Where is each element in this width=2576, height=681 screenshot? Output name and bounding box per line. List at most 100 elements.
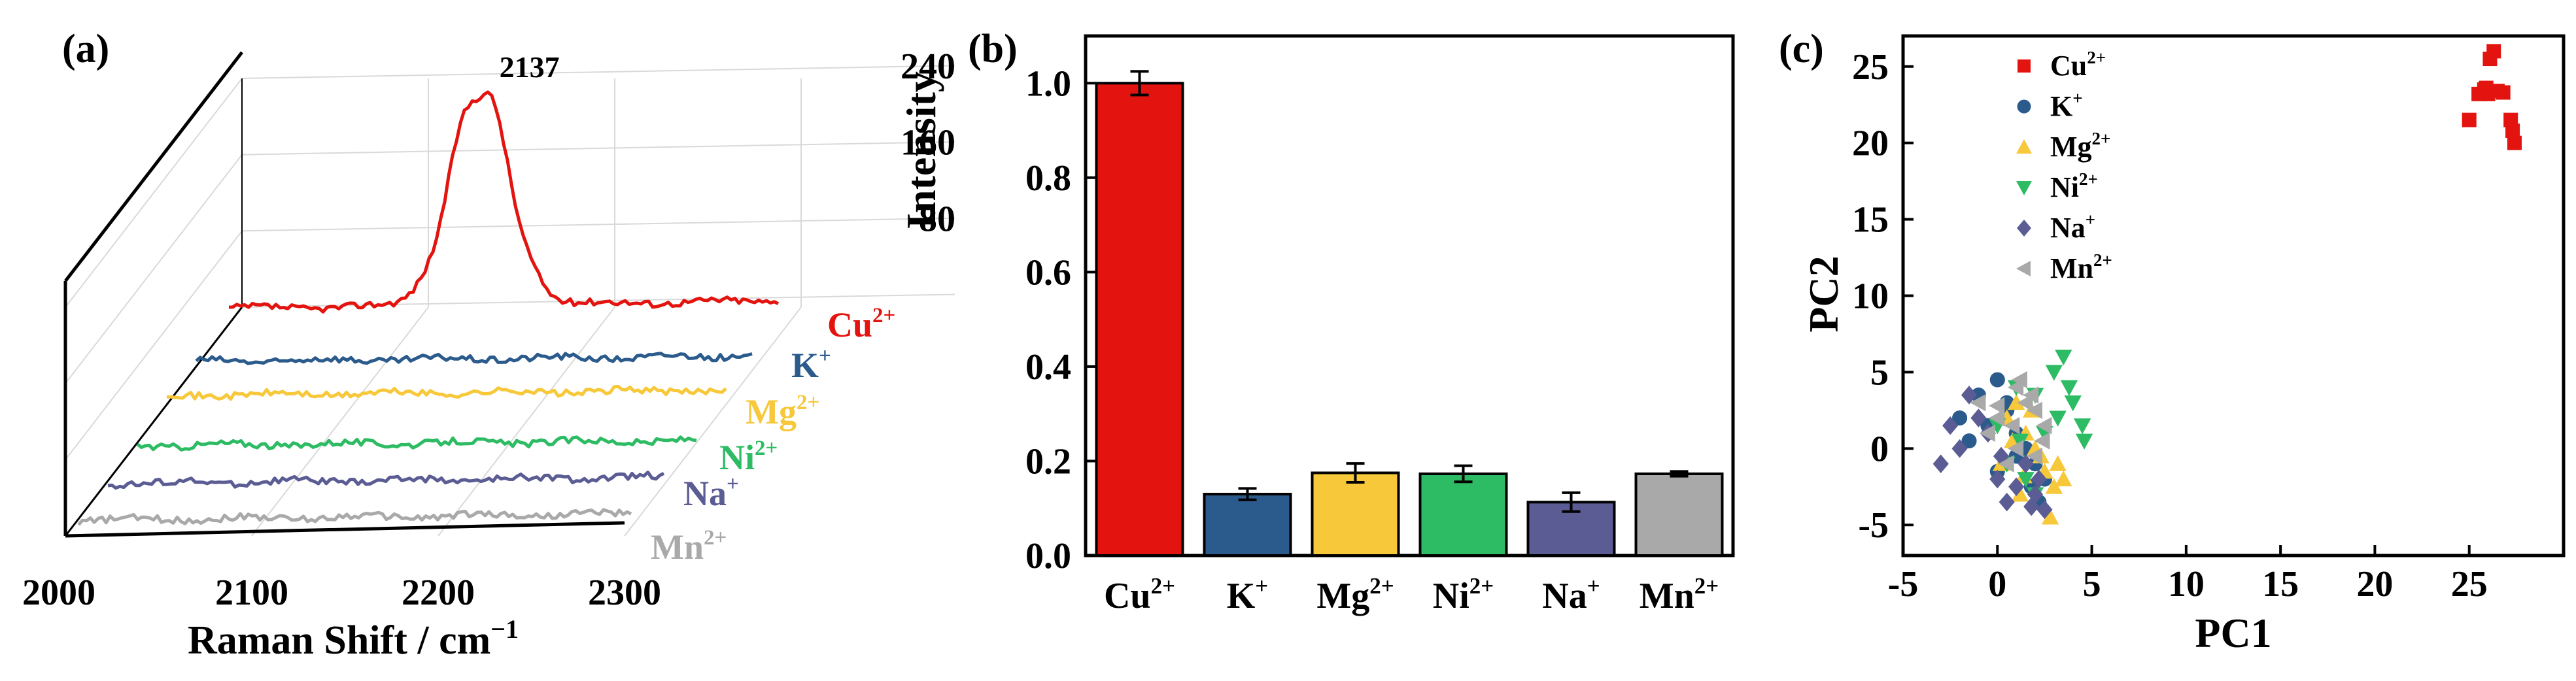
point-mn (2026, 401, 2042, 420)
point-mn (1989, 409, 2005, 427)
x-tick-label-k: K+ (1227, 573, 1269, 616)
legend-marker-na (2017, 220, 2031, 237)
x-tick-label: 25 (2451, 564, 2488, 605)
point-mn (1998, 455, 2014, 473)
x-tick-label-na: Na+ (1542, 573, 1600, 616)
legend-marker-cu (2018, 59, 2031, 73)
point-na (1932, 454, 1949, 474)
legend-label-mn: Mn2+ (2050, 250, 2112, 284)
x-tick-label: 2000 (22, 573, 95, 613)
series-label-mg: Mg2+ (746, 391, 819, 431)
point-mn (2036, 417, 2052, 435)
point-na (2023, 497, 2040, 516)
bar-cu (1095, 82, 1184, 557)
legend-label-cu: Cu2+ (2050, 48, 2106, 82)
point-cu (2507, 135, 2522, 150)
legend-label-na: Na+ (2050, 210, 2095, 244)
back-grid-h (241, 217, 972, 232)
point-mn (1970, 393, 1986, 412)
floor-grid (438, 307, 615, 537)
bar-chart-svg: 0.0 0.2 0.4 0.6 0.8 1.0 Cu2+ K+ Mg2+ Ni2+ Na+ Mn2+ (… (968, 27, 1735, 616)
point-mn (1989, 397, 2005, 415)
back-grid-h (241, 141, 972, 156)
plot-frame (1084, 34, 1735, 557)
y-tick-label: 15 (1852, 200, 1889, 241)
y-tick-label: 20 (1852, 124, 1889, 164)
bar-ni (1418, 472, 1508, 557)
point-ni (2055, 350, 2072, 366)
point-mn (2011, 371, 2027, 389)
point-mn (2007, 440, 2024, 457)
point-ni (2049, 410, 2067, 427)
legend-marker-mn (2016, 261, 2031, 276)
panel-label-c: (c) (1779, 27, 1824, 71)
series-label-cu: Cu2+ (827, 304, 895, 344)
x-tick-label-ni: Ni2+ (1433, 573, 1494, 616)
panel-b-bar-chart: 0.0 0.2 0.4 0.6 0.8 1.0 Cu2+ K+ Mg2+ Ni2+ Na+ Mn2+ (… (955, 0, 1753, 678)
bar-mn (1634, 472, 1724, 557)
series-line-ni (136, 435, 697, 452)
point-na (1989, 469, 2006, 489)
point-na (1993, 446, 2010, 466)
legend-marker-mg (2016, 139, 2032, 154)
x-tick-label: 2300 (588, 573, 661, 613)
x-tick-label-cu: Cu2+ (1104, 573, 1175, 616)
point-mg (2041, 508, 2059, 525)
y-tick-label: 0.0 (1025, 536, 1071, 576)
point-cu (2496, 85, 2511, 100)
point-cu (2479, 80, 2494, 95)
legend-label-mg: Mg2+ (2050, 129, 2110, 163)
y-tick-label: 10 (1852, 276, 1889, 317)
point-ni (2060, 380, 2078, 396)
side-grid-h (65, 230, 243, 460)
point-mn (2026, 447, 2042, 465)
series-line-mn (77, 508, 632, 526)
y-tick-label: 0.8 (1025, 158, 1071, 199)
point-ni (2011, 433, 2029, 450)
point-mg (2049, 455, 2067, 471)
legend-marker-k (2017, 99, 2031, 114)
point-na (2031, 469, 2047, 489)
point-mn (2004, 417, 2020, 435)
point-na (1961, 386, 1978, 405)
point-k (1961, 433, 1977, 449)
series-line-k (195, 352, 753, 365)
panel-label-b: (b) (968, 27, 1018, 71)
point-ni (2064, 395, 2082, 412)
point-na (2036, 500, 2053, 520)
point-mn (1979, 424, 1995, 442)
x-tick-label-mg: Mg2+ (1316, 573, 1394, 616)
point-mn (2023, 386, 2039, 404)
y-tick-label: 0.6 (1025, 252, 1071, 293)
point-ni (2017, 472, 2035, 488)
x-tick-label: 2100 (215, 573, 288, 613)
series-line-mg (167, 384, 727, 401)
floor-grid (251, 307, 429, 537)
point-na (1942, 416, 1959, 435)
point-na (1970, 408, 1987, 427)
y-tick-label: 5 (1870, 352, 1889, 393)
peak-label: 2137 (500, 50, 560, 84)
legend-marker-ni (2016, 181, 2032, 195)
y-tick-label: 0.2 (1025, 441, 1071, 482)
y-tick-label: 0.4 (1025, 347, 1071, 388)
point-mn (2034, 432, 2050, 450)
y-tick-label: 1.0 (1025, 63, 1071, 104)
back-grid-h (241, 65, 972, 79)
point-k (1952, 410, 1968, 426)
x-axis-label: PC1 (2195, 610, 2271, 656)
waterfall-series (77, 90, 780, 526)
y-tick-label: 25 (1852, 47, 1889, 88)
point-mg (2045, 478, 2063, 494)
point-k (1989, 372, 2005, 388)
point-mg (2011, 486, 2029, 502)
point-cu (2462, 112, 2477, 127)
y-axis-label: PC2 (1800, 256, 1847, 332)
point-ni (2073, 418, 2091, 435)
y-tick-label: -5 (1858, 505, 1889, 546)
waterfall-axes (63, 51, 972, 538)
point-na (1951, 439, 1968, 458)
legend-label-k: K+ (2050, 88, 2083, 122)
